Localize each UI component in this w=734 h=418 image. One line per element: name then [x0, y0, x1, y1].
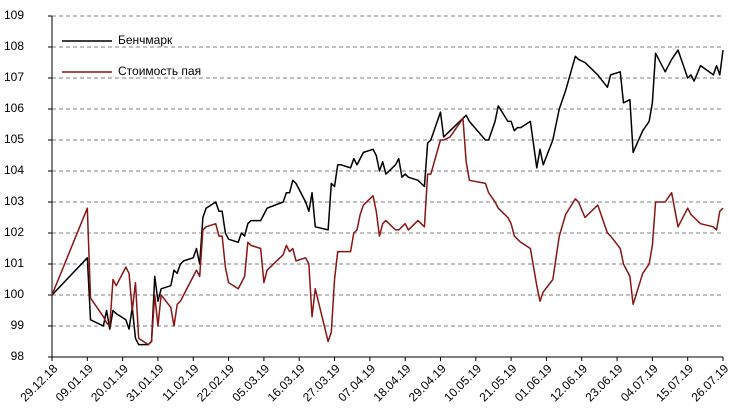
x-tick-label: 11.02.19: [159, 361, 202, 404]
x-tick-label: 07.04.19: [335, 361, 378, 404]
x-tick-label: 29.12.18: [17, 361, 60, 404]
x-tick-label: 27.03.19: [300, 361, 343, 404]
y-tick-label: 109: [4, 8, 24, 22]
legend-label: Стоимость пая: [118, 64, 201, 78]
x-tick-label: 26.07.19: [688, 361, 731, 404]
x-tick-label: 05.03.19: [229, 361, 272, 404]
x-tick-label: 01.06.19: [512, 361, 555, 404]
y-tick-label: 100: [4, 287, 24, 301]
x-tick-label: 22.02.19: [194, 361, 237, 404]
x-tick-label: 16.03.19: [265, 361, 308, 404]
x-tick-label: 21.05.19: [477, 361, 520, 404]
series-line: [51, 117, 724, 346]
x-tick-label: 31.01.19: [123, 361, 166, 404]
y-tick-label: 105: [4, 132, 24, 146]
x-tick-label: 18.04.19: [371, 361, 414, 404]
y-tick-label: 107: [4, 70, 24, 84]
x-tick-label: 12.06.19: [547, 361, 590, 404]
y-tick-label: 102: [4, 225, 24, 239]
y-tick-label: 106: [4, 101, 24, 115]
y-tick-label: 104: [4, 163, 24, 177]
y-tick-label: 98: [11, 349, 25, 363]
x-tick-label: 20.01.19: [88, 361, 131, 404]
legend-label: Бенчмарк: [118, 33, 173, 47]
x-tick-label: 10.05.19: [441, 361, 484, 404]
y-tick-label: 99: [11, 318, 25, 332]
y-tick-label: 101: [4, 256, 24, 270]
x-tick-label: 15.07.19: [653, 361, 696, 404]
y-tick-label: 103: [4, 194, 24, 208]
series-line: [51, 49, 724, 346]
x-tick-label: 04.07.19: [618, 361, 661, 404]
x-tick-label: 09.01.19: [53, 361, 96, 404]
y-tick-label: 108: [4, 39, 24, 53]
x-tick-label: 29.04.19: [406, 361, 449, 404]
x-tick-label: 23.06.19: [582, 361, 625, 404]
